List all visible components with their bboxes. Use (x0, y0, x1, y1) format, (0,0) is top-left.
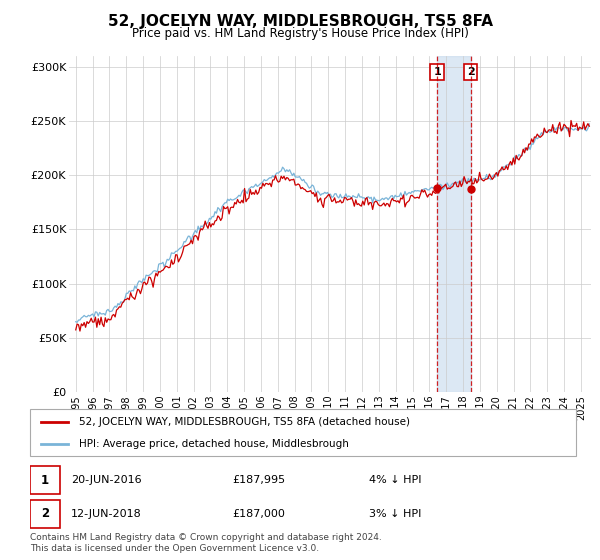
Text: 52, JOCELYN WAY, MIDDLESBROUGH, TS5 8FA (detached house): 52, JOCELYN WAY, MIDDLESBROUGH, TS5 8FA … (79, 417, 410, 427)
Text: 2: 2 (41, 507, 49, 520)
Text: 4% ↓ HPI: 4% ↓ HPI (368, 475, 421, 485)
Text: £187,995: £187,995 (232, 475, 285, 485)
Text: 1: 1 (41, 474, 49, 487)
Text: 3% ↓ HPI: 3% ↓ HPI (368, 509, 421, 519)
FancyBboxPatch shape (30, 500, 60, 528)
Text: £187,000: £187,000 (232, 509, 285, 519)
Text: 12-JUN-2018: 12-JUN-2018 (71, 509, 142, 519)
Text: Contains HM Land Registry data © Crown copyright and database right 2024.
This d: Contains HM Land Registry data © Crown c… (30, 533, 382, 553)
Text: 20-JUN-2016: 20-JUN-2016 (71, 475, 142, 485)
FancyBboxPatch shape (30, 466, 60, 494)
Text: 52, JOCELYN WAY, MIDDLESBROUGH, TS5 8FA: 52, JOCELYN WAY, MIDDLESBROUGH, TS5 8FA (107, 14, 493, 29)
Bar (437, 56, 470, 392)
Text: 1: 1 (433, 67, 441, 77)
FancyBboxPatch shape (30, 409, 576, 456)
Text: Price paid vs. HM Land Registry's House Price Index (HPI): Price paid vs. HM Land Registry's House … (131, 27, 469, 40)
Text: HPI: Average price, detached house, Middlesbrough: HPI: Average price, detached house, Midd… (79, 438, 349, 449)
Text: 2: 2 (467, 67, 475, 77)
